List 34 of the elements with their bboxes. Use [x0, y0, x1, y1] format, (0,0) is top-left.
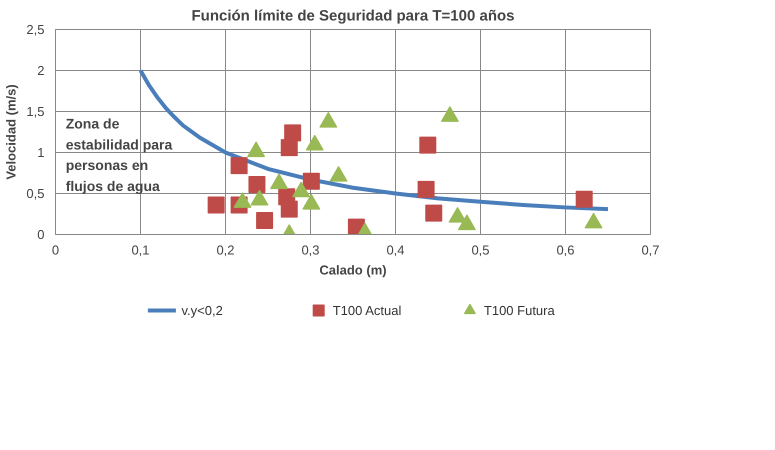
- point: [230, 157, 248, 174]
- x-tick-label: 0,2: [216, 242, 235, 258]
- y-tick-label: 1,5: [26, 104, 45, 119]
- chart-title: Función límite de Seguridad para T=100 años: [192, 8, 514, 24]
- legend-label: T100 Futura: [484, 303, 556, 318]
- point: [234, 192, 252, 208]
- y-tick-label: 2,5: [26, 22, 45, 37]
- x-tick-label: 0,5: [471, 242, 490, 258]
- point: [302, 194, 320, 210]
- point: [292, 182, 310, 198]
- x-tick-label: 0,4: [386, 242, 405, 258]
- y-tick-label: 0: [37, 227, 45, 242]
- legend-label: v.y<0,2: [182, 303, 223, 318]
- x-tick-label: 0,6: [556, 242, 575, 258]
- point: [280, 139, 298, 156]
- point: [584, 212, 603, 228]
- x-axis-title: Calado (m): [319, 262, 387, 278]
- point: [248, 176, 266, 193]
- point: [208, 196, 225, 214]
- x-tick-label: 0,7: [641, 242, 660, 258]
- point: [458, 214, 476, 230]
- x-tick-label: 0,1: [131, 242, 150, 258]
- point: [576, 190, 593, 208]
- y-tick-label: 1: [37, 145, 45, 160]
- point: [250, 190, 268, 206]
- y-tick-label: 0,5: [26, 186, 45, 201]
- point: [419, 136, 436, 154]
- y-tick-label: 2: [37, 63, 45, 78]
- legend-label: T100 Actual: [332, 303, 402, 318]
- point: [302, 172, 320, 190]
- x-tick-label: 0: [52, 242, 60, 258]
- point: [418, 180, 435, 198]
- x-tick-label: 0,3: [301, 242, 320, 258]
- y-axis-title: Velocidad (m/s): [3, 84, 18, 180]
